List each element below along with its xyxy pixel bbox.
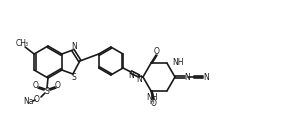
Text: N: N (128, 71, 134, 80)
Text: N: N (203, 72, 209, 82)
Text: O: O (154, 47, 160, 56)
Text: H: H (150, 100, 154, 105)
Text: O: O (33, 80, 39, 90)
Text: NH: NH (172, 58, 184, 67)
Text: S: S (45, 87, 49, 95)
Text: N: N (184, 72, 190, 82)
Text: Na: Na (24, 98, 34, 107)
Text: 3: 3 (24, 42, 27, 47)
Text: O: O (55, 80, 61, 90)
Text: NH: NH (146, 93, 158, 102)
Text: O: O (151, 99, 157, 108)
Text: N: N (71, 42, 77, 51)
Text: S: S (72, 73, 76, 82)
Text: O: O (34, 95, 40, 104)
Text: N: N (136, 75, 142, 84)
Text: CH: CH (16, 38, 27, 47)
